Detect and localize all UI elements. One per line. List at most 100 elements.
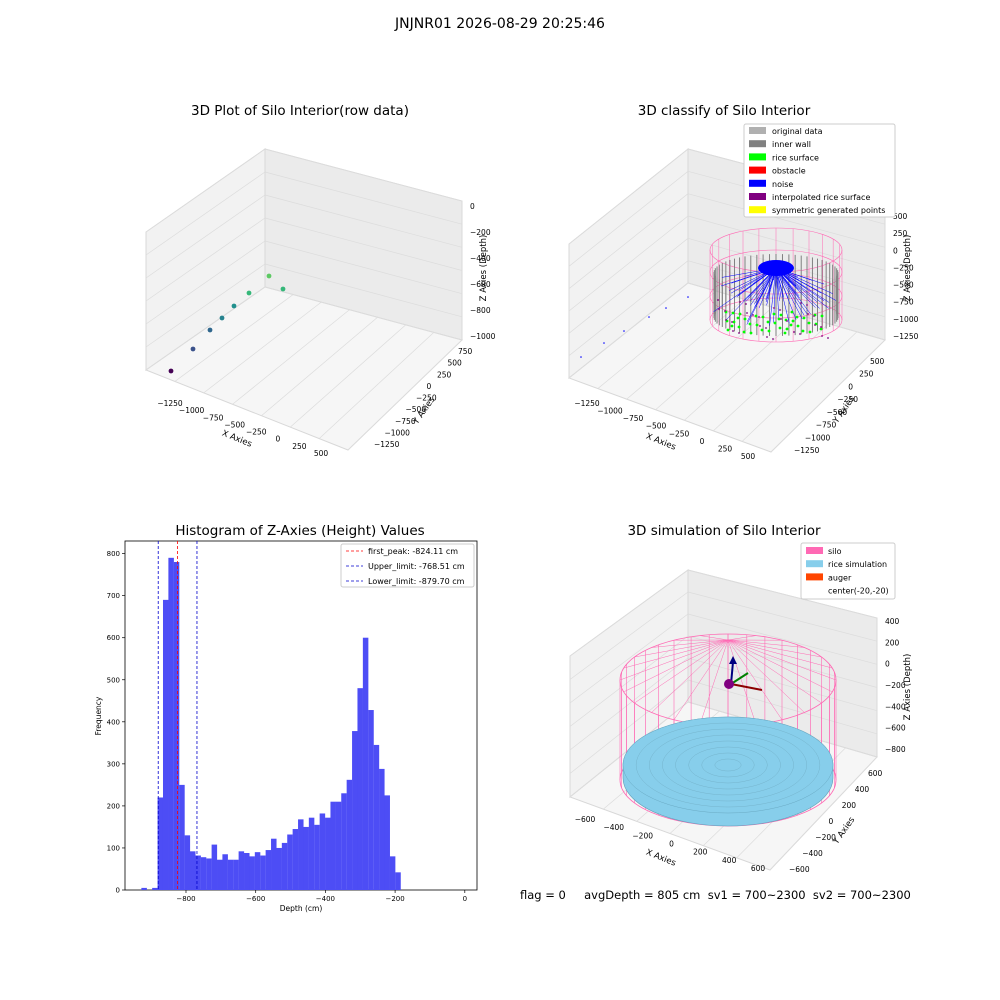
histogram-bar	[206, 858, 212, 890]
simulation-x-tick: −200	[632, 831, 653, 840]
classify-legend-label: inner wall	[772, 140, 811, 149]
noise-points	[775, 267, 780, 320]
classify-legend-swatch	[749, 206, 766, 214]
histogram-x-tick: −800	[176, 895, 195, 903]
interpolated-point	[821, 335, 823, 337]
noise-point	[580, 356, 582, 358]
interpolated-point	[766, 336, 768, 338]
histogram-x-tick: −400	[316, 895, 335, 903]
histogram-legend: first_peak: -824.11 cm Upper_limit: -768.…	[340, 543, 475, 588]
histogram-y-tick: 200	[107, 802, 120, 810]
histogram-bar	[152, 887, 158, 890]
rice-surface-point	[742, 330, 746, 334]
raw-x-tick: −250	[246, 428, 267, 437]
raw-y-tick: −250	[416, 394, 437, 403]
raw-y-tick: 0	[427, 382, 432, 391]
simulation-x-tick: −400	[603, 823, 624, 832]
histogram-bar	[287, 834, 293, 890]
raw-x-tick: 0	[276, 435, 281, 444]
histogram-bar	[276, 847, 282, 890]
rice-simulation-top	[622, 716, 834, 814]
histogram-legend-label: Lower_limit: -879.70 cm	[368, 577, 465, 586]
classify-y-tick: −250	[837, 395, 858, 404]
interpolated-point	[807, 313, 809, 315]
classify-z-tick: −250	[893, 263, 914, 272]
rice-surface-point	[749, 331, 753, 335]
histogram-bar	[211, 844, 218, 890]
rice-surface-point	[789, 323, 793, 327]
interpolated-point	[718, 308, 720, 310]
histogram-bar	[195, 855, 201, 890]
rice-surface-point	[754, 314, 758, 318]
classify-legend-swatch	[749, 153, 766, 161]
simulation-z-tick: −600	[885, 724, 906, 733]
rice-mesh-ring	[714, 758, 742, 772]
raw-z-tick: 0	[470, 202, 475, 211]
raw-z-tick: −600	[470, 280, 491, 289]
histogram-bar	[265, 850, 272, 890]
classify-z-tick: 250	[893, 229, 908, 238]
silo-roof-wire	[634, 639, 729, 704]
classify-plot-title: 3D classify of Silo Interior	[637, 103, 811, 119]
rice-mesh-ring	[649, 728, 807, 802]
histogram-y-tick: 600	[107, 634, 120, 642]
silo-roof-wire	[623, 639, 729, 669]
histogram-title: Histogram of Z-Axies (Height) Values	[175, 523, 425, 539]
simulation-x-tick: 400	[722, 856, 737, 865]
histogram-bar	[162, 599, 169, 890]
classify-y-tick: −1000	[805, 433, 831, 442]
interpolated-point	[725, 319, 727, 321]
raw-plot-title: 3D Plot of Silo Interior(row data)	[191, 103, 409, 119]
raw-x-tick: 500	[314, 449, 329, 458]
histogram-y-tick: 300	[107, 760, 120, 768]
noise-point	[648, 316, 650, 318]
histogram-bar	[227, 859, 234, 890]
interpolated-point	[820, 326, 822, 328]
classify-z-tick: −500	[893, 281, 914, 290]
silo-roof-wire	[727, 639, 783, 720]
noise-point	[623, 330, 625, 332]
simulation-legend-label: auger	[828, 573, 852, 582]
rice-surface-point	[795, 315, 799, 319]
interpolated-point	[717, 299, 719, 301]
silo-roof-wire	[623, 639, 729, 693]
rice-surface-point	[801, 329, 805, 333]
histogram-bar	[168, 557, 174, 890]
simulation-legend-swatch	[806, 560, 823, 568]
noise-points	[746, 267, 777, 325]
interpolated-point	[752, 314, 754, 316]
histogram-bar	[368, 710, 374, 890]
rice-surface-point	[791, 319, 795, 323]
rice-surface-point	[783, 331, 787, 335]
center-marker	[724, 679, 734, 689]
histogram-bar	[217, 859, 223, 890]
auger-axis-z-head	[729, 656, 737, 664]
silo-roof-wire	[651, 639, 729, 713]
histogram-bar	[260, 855, 266, 890]
rice-surface-point	[785, 327, 789, 331]
auger-axis-x	[730, 683, 763, 691]
interpolated-point	[759, 325, 761, 327]
classify-y-tick: 500	[870, 357, 885, 366]
simulation-legend-label: silo	[828, 547, 842, 556]
raw-x-tick: −750	[203, 413, 224, 422]
simulation-x-tick: −600	[575, 815, 596, 824]
simulation-x-tick: 600	[751, 864, 766, 873]
histogram-bar	[271, 838, 277, 890]
histogram-bar	[184, 835, 191, 890]
interpolated-point	[827, 337, 829, 339]
classify-y-tick: 0	[848, 382, 853, 391]
noise-point	[603, 342, 605, 344]
histogram-bar	[281, 842, 288, 890]
simulation-z-tick: 200	[885, 638, 900, 647]
simulation-legend-label: rice simulation	[828, 560, 887, 569]
silo-roof-wire	[727, 639, 837, 681]
noise-points	[769, 267, 777, 326]
rice-surface-point	[790, 310, 794, 314]
noise-points	[775, 267, 805, 316]
rice-surface-point	[748, 322, 752, 326]
classify-y-tick: 250	[859, 370, 874, 379]
